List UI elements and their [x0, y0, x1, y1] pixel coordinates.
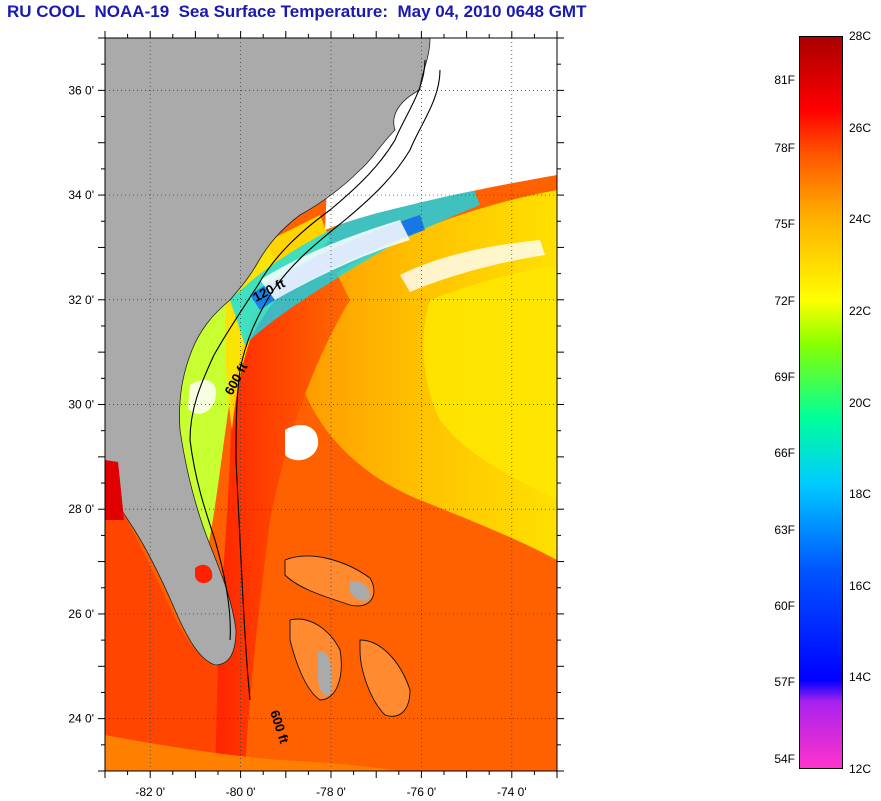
colorbar-fahrenheit-label: 72F [774, 293, 795, 308]
longitude-label: -78 0' [316, 785, 346, 799]
cloud-patch [285, 425, 319, 461]
colorbar-fahrenheit-label: 81F [774, 73, 795, 87]
florida-gulf-red [105, 460, 124, 520]
bahamas-bank-3 [359, 639, 411, 717]
colorbar-celsius-label: 18C [849, 487, 872, 502]
colorbar-celsius-label: 28C [849, 29, 872, 43]
longitude-label: -74 0' [497, 785, 527, 799]
temperature-colorbar [799, 36, 843, 769]
colorbar-fahrenheit-label: 69F [774, 370, 795, 385]
longitude-label: -76 0' [407, 785, 437, 799]
longitude-labels: -82 0' -80 0' -78 0' -76 0' -74 0' [135, 785, 526, 799]
colorbar-fahrenheit-label: 60F [774, 599, 795, 614]
cuba-coast [105, 735, 400, 771]
colorbar-celsius-label: 20C [849, 395, 872, 410]
latitude-label: 28 0' [68, 502, 94, 516]
latitude-label: 24 0' [68, 712, 94, 726]
lake-okeechobee-red [195, 564, 213, 584]
colorbar-celsius-label: 24C [849, 212, 872, 227]
cloud-band-mid [260, 220, 410, 300]
longitude-label: -82 0' [135, 785, 165, 799]
florida-west-coast-water [105, 470, 218, 771]
latitude-label: 34 0' [68, 188, 94, 202]
offshore-yellow-patch [423, 265, 557, 500]
gulf-stream [210, 260, 350, 771]
colorbar-celsius-label: 14C [849, 670, 872, 685]
colorbar-fahrenheit-label: 57F [774, 675, 795, 690]
latitude-label: 26 0' [68, 607, 94, 621]
latitude-labels: 36 0' 34 0' 32 0' 30 0' 28 0' 26 0' 24 0' [68, 83, 94, 725]
colorbar-celsius-label: 26C [849, 120, 872, 135]
colorbar-fahrenheit-label: 63F [774, 522, 795, 537]
map-image [105, 38, 557, 771]
bahamas-island-2 [350, 581, 371, 601]
colorbar-celsius-label: 16C [849, 578, 872, 593]
colorbar-fahrenheit-label: 78F [774, 140, 795, 155]
colorbar-celsius-label: 12C [849, 762, 872, 776]
graticule [105, 38, 557, 771]
cloud-offshore-band [400, 240, 545, 292]
latitude-label: 30 0' [68, 398, 94, 412]
colorbar-fahrenheit-label: 75F [774, 217, 795, 232]
latitude-label: 36 0' [68, 83, 94, 97]
longitude-label: -80 0' [226, 785, 256, 799]
colorbar-fahrenheit-label: 54F [774, 751, 795, 766]
isobath-120ft [189, 59, 426, 641]
colorbar-celsius-label: 22C [849, 303, 872, 318]
latitude-label: 32 0' [68, 293, 94, 307]
bahamas-island [318, 651, 333, 696]
land [105, 38, 431, 666]
colorbar-fahrenheit-label: 66F [774, 446, 795, 461]
map-title: RU COOL NOAA-19 Sea Surface Temperature:… [7, 2, 587, 21]
isobath-600ft [235, 69, 441, 701]
axis-ticks [98, 31, 564, 778]
